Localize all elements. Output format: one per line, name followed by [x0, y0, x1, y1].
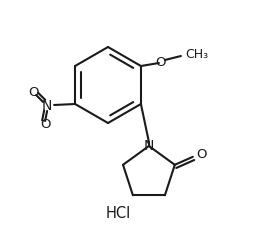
Text: HCl: HCl [105, 206, 131, 220]
Text: O: O [40, 118, 50, 131]
Text: CH₃: CH₃ [185, 47, 208, 60]
Text: O: O [28, 85, 38, 98]
Text: O: O [156, 55, 166, 68]
Text: O: O [196, 148, 206, 161]
Text: N: N [144, 139, 154, 153]
Text: N: N [42, 99, 52, 113]
